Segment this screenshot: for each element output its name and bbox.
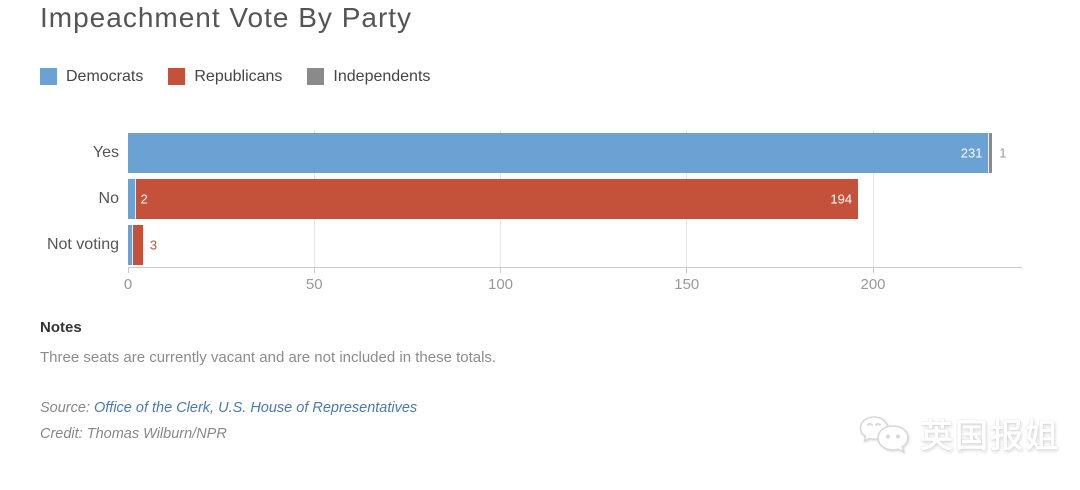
bar-segment-republicans: [135, 179, 859, 219]
legend-item-democrats: Democrats: [40, 68, 143, 85]
legend-swatch: [40, 68, 57, 85]
category-label: Yes: [92, 144, 119, 161]
watermark: 英国报姐: [858, 413, 1060, 459]
legend-swatch: [307, 68, 325, 85]
legend-label: Democrats: [66, 68, 144, 85]
source-label: Source:: [40, 400, 94, 416]
value-label: 2: [140, 191, 148, 207]
legend-item-republicans: Republicans: [168, 68, 282, 85]
credit-line: Credit: Thomas Wilburn/NPR: [40, 426, 227, 442]
x-axis-tick: [313, 267, 315, 273]
wechat-logo-icon: [859, 416, 909, 454]
bar-segment-democrats: [128, 225, 132, 265]
x-axis-tick: [872, 267, 874, 273]
x-axis-tick: [500, 267, 501, 273]
bar-row: 231 1: [128, 133, 1022, 173]
legend-label: Republicans: [194, 68, 283, 85]
legend-label: Independents: [333, 68, 431, 85]
bar-segment-independents: [988, 133, 993, 173]
value-label: 1: [999, 145, 1007, 161]
watermark-text: 英国报姐: [920, 417, 1060, 454]
plot-area: 0 50 100 150 200 Yes 231 1 No 2 194 Not voting 3: [47, 130, 1022, 293]
category-label: No: [98, 190, 119, 207]
bar-row: 2 194: [128, 179, 1022, 219]
legend: Democrats Republicans Independents: [40, 68, 455, 85]
x-axis-tick: [686, 267, 688, 273]
bar-row: 3: [128, 225, 1022, 265]
gridline: [872, 130, 874, 267]
bar-segment-democrats: [128, 179, 136, 219]
x-axis-tick: [127, 267, 129, 273]
bar-segment-republicans: [131, 225, 143, 265]
bar-segment-democrats: [128, 133, 989, 173]
x-axis-tick-label: 150: [674, 276, 700, 293]
value-label: 3: [149, 237, 158, 253]
value-label: 231: [960, 145, 983, 161]
notes-text: Three seats are currently vacant and are…: [40, 349, 497, 366]
source-link[interactable]: Office of the Clerk, U.S. House of Repre…: [94, 400, 418, 416]
x-axis-tick-label: 0: [123, 276, 133, 293]
chart-title: Impeachment Vote By Party: [40, 2, 413, 33]
x-axis-tick-label: 100: [487, 276, 514, 293]
x-axis-tick-label: 50: [305, 276, 323, 293]
legend-item-independents: Independents: [307, 68, 430, 85]
source-line: Source: Office of the Clerk, U.S. House …: [40, 400, 417, 416]
legend-swatch: [168, 68, 186, 85]
category-label: Not voting: [46, 236, 119, 253]
value-label: 194: [830, 191, 853, 207]
x-axis-tick-label: 200: [860, 276, 886, 293]
notes-heading: Notes: [40, 319, 82, 336]
